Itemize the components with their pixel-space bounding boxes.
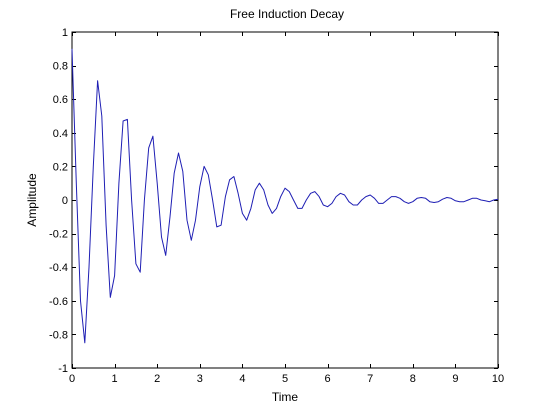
x-tick-label: 0 xyxy=(69,373,75,385)
y-tick-label: 0.6 xyxy=(53,94,68,106)
x-tick-label: 4 xyxy=(239,373,245,385)
x-tick-label: 9 xyxy=(452,373,458,385)
y-tick-label: -0.4 xyxy=(49,262,68,274)
y-tick-label: 0.2 xyxy=(53,161,68,173)
x-tick-label: 6 xyxy=(325,373,331,385)
x-axis-title: Time xyxy=(272,390,299,404)
x-tick-label: 10 xyxy=(492,373,504,385)
x-tick-label: 2 xyxy=(154,373,160,385)
chart-title: Free Induction Decay xyxy=(230,7,344,21)
y-tick-label: 0 xyxy=(62,195,68,207)
series-line xyxy=(71,48,499,344)
y-tick-label: 0.4 xyxy=(53,128,68,140)
x-tick-label: 3 xyxy=(197,373,203,385)
y-tick-label: 0.8 xyxy=(53,61,68,73)
ticks xyxy=(72,32,499,369)
y-axis-title: Amplitude xyxy=(25,173,39,227)
y-tick-label: -0.8 xyxy=(49,329,68,341)
y-tick-label: -0.6 xyxy=(49,296,68,308)
y-tick-label: -1 xyxy=(58,363,68,375)
x-tick-label: 7 xyxy=(367,373,373,385)
y-tick-label: 1 xyxy=(62,27,68,39)
plot-frame xyxy=(71,31,499,369)
axes xyxy=(71,31,499,369)
x-tick-label: 5 xyxy=(282,373,288,385)
series-group xyxy=(71,48,499,344)
y-tick-label: -0.2 xyxy=(49,229,68,241)
x-tick-label: 1 xyxy=(112,373,118,385)
x-tick-label: 8 xyxy=(410,373,416,385)
tick-labels: 0 1 2 3 4 5 6 7 8 9 10 -1 -0.8 -0.6 -0.4 -0.2 0 0.2 0.4 0.6… xyxy=(49,27,504,385)
